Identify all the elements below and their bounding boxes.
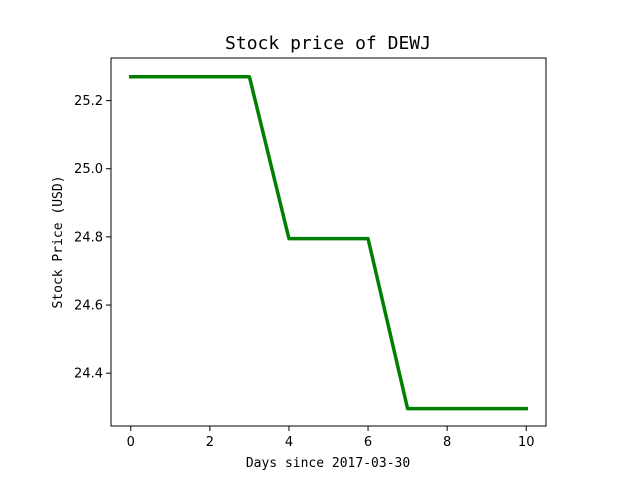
plot-area <box>129 74 528 411</box>
x-tick-label: 10 <box>518 435 535 450</box>
y-tick-label: 25.0 <box>74 162 103 177</box>
x-tick-label: 2 <box>206 435 214 450</box>
chart-title: Stock price of DEWJ <box>225 33 431 54</box>
x-tick-label: 0 <box>127 435 135 450</box>
x-axis-label: Days since 2017-03-30 <box>246 456 410 471</box>
y-axis-label: Stock Price (USD) <box>51 175 66 308</box>
x-axis: 0 2 4 6 8 10 <box>127 426 535 450</box>
y-axis: 24.4 24.6 24.8 25.0 25.2 <box>74 94 111 382</box>
series-line-0 <box>129 74 528 411</box>
x-tick-label: 4 <box>285 435 293 450</box>
y-tick-label: 24.4 <box>74 367 103 382</box>
x-tick-label: 8 <box>443 435 451 450</box>
axes-frame <box>110 57 547 427</box>
x-tick-label: 6 <box>364 435 372 450</box>
y-tick-label: 24.6 <box>74 299 103 314</box>
y-tick-label: 24.8 <box>74 230 103 245</box>
y-tick-label: 25.2 <box>74 94 103 109</box>
